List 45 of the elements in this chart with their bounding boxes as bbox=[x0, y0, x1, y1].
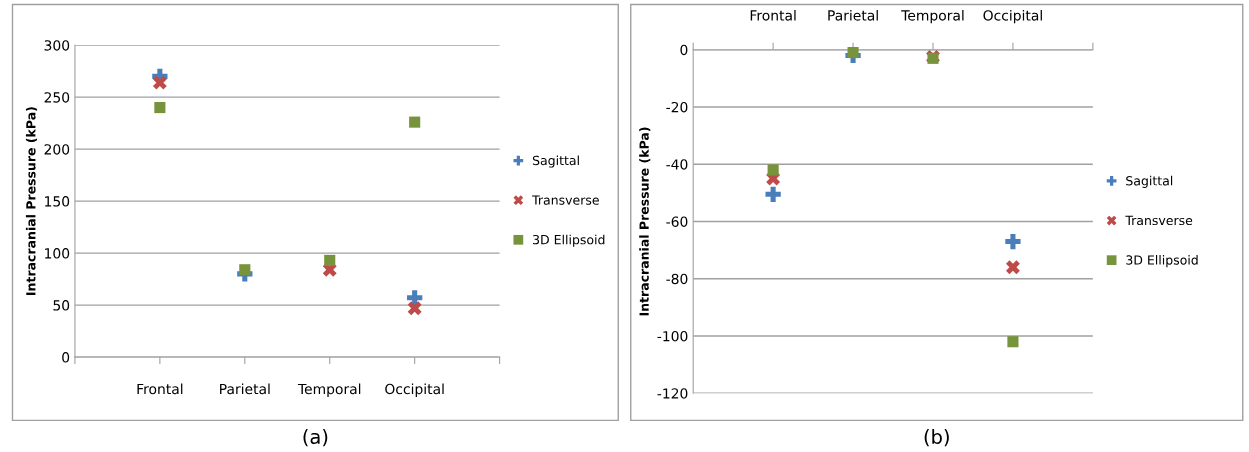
x-tick-label: Parietal bbox=[220, 383, 270, 395]
y-tick-label: -100 bbox=[657, 330, 688, 342]
y-tick-label: 150 bbox=[45, 196, 70, 207]
y-tick-label: -120 bbox=[657, 388, 688, 399]
x-tick-label: Occipital bbox=[385, 383, 444, 397]
y-tick-label: 50 bbox=[53, 300, 70, 311]
text: (b) bbox=[924, 429, 949, 447]
legend-label: Transverse bbox=[532, 195, 599, 205]
y-axis-title: Intracranial Pressure (kPa) bbox=[639, 127, 651, 316]
legend-label: Sagittal bbox=[532, 155, 579, 168]
point bbox=[239, 264, 251, 276]
y-tick-label: -60 bbox=[666, 216, 688, 227]
point bbox=[1005, 260, 1020, 275]
y-tick-label: 250 bbox=[44, 92, 70, 103]
point bbox=[407, 290, 423, 306]
legend-label: Sagittal bbox=[1126, 175, 1173, 188]
point bbox=[154, 102, 166, 114]
x-tick-label: Parietal bbox=[828, 9, 878, 21]
y-tick-label: -20 bbox=[666, 101, 688, 113]
point bbox=[1007, 336, 1019, 348]
point bbox=[152, 75, 167, 90]
point bbox=[847, 47, 859, 59]
point bbox=[324, 254, 336, 266]
text: (a) bbox=[303, 429, 328, 447]
point bbox=[409, 116, 421, 128]
point bbox=[767, 164, 779, 176]
y-tick-label: 300 bbox=[44, 40, 70, 51]
y-tick-label: -40 bbox=[666, 159, 688, 170]
y-axis-title: Intracranial Pressure (kPa) bbox=[25, 107, 38, 295]
y-tick-label: -80 bbox=[666, 273, 688, 285]
x-tick-label: Frontal bbox=[137, 383, 183, 395]
y-tick-label: 100 bbox=[45, 248, 70, 259]
y-tick-label: 0 bbox=[62, 352, 70, 363]
x-tick-label: Temporal bbox=[297, 383, 361, 397]
y-tick-label: 0 bbox=[680, 44, 688, 56]
x-tick-label: Frontal bbox=[750, 9, 796, 21]
point bbox=[765, 186, 781, 202]
legend-label: Transverse bbox=[1125, 215, 1193, 226]
legend-label: 3D Ellipsoid bbox=[1126, 255, 1198, 268]
legend-label: 3D Ellipsoid bbox=[533, 234, 605, 247]
point bbox=[1005, 233, 1021, 250]
x-tick-label: Temporal bbox=[901, 9, 964, 24]
point bbox=[407, 301, 422, 316]
y-tick-label: 200 bbox=[44, 144, 70, 155]
x-tick-label: Occipital bbox=[983, 9, 1042, 24]
